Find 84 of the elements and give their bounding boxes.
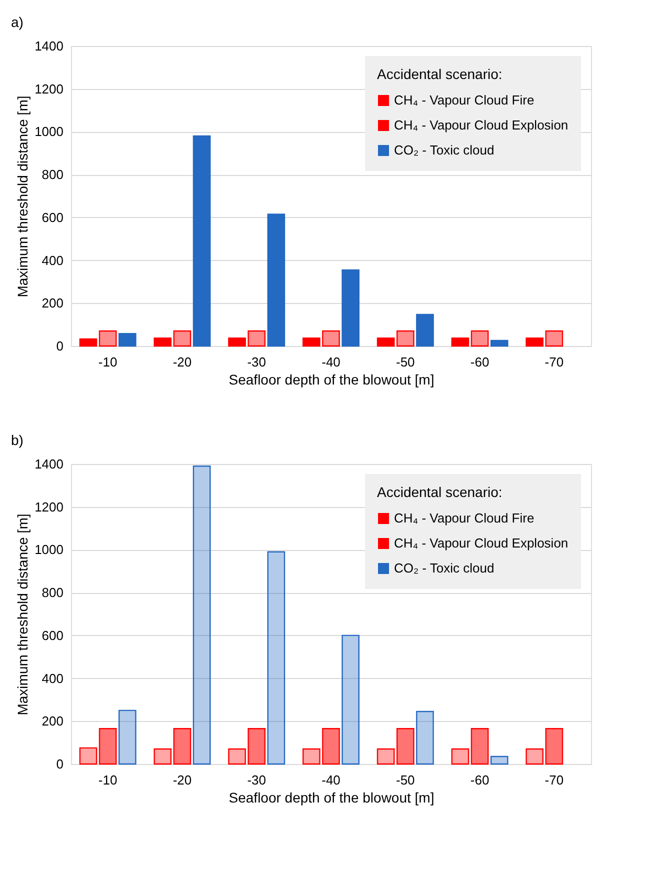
x-tick-label: -30 — [247, 772, 266, 788]
x-tick-label: -60 — [470, 354, 490, 370]
bar — [173, 330, 192, 347]
bar — [267, 551, 286, 765]
x-tick-label: -40 — [322, 772, 340, 788]
x-tick-label: -70 — [544, 772, 564, 788]
bar — [267, 214, 286, 347]
legend-label: CO₂ - Toxic cloud — [394, 142, 494, 158]
bar — [451, 748, 470, 765]
chart-title: b) — [11, 432, 24, 448]
bar — [342, 634, 360, 765]
chart-title: a) — [11, 14, 24, 30]
bar — [526, 748, 544, 765]
bar — [342, 269, 360, 347]
y-tick-label: 0 — [56, 756, 64, 772]
bar — [545, 330, 564, 347]
bar — [490, 340, 508, 347]
x-tick-label: -50 — [396, 354, 415, 370]
legend-title: Accidental scenario: — [377, 484, 502, 500]
x-tick-label: -30 — [247, 354, 266, 370]
bar — [376, 748, 395, 765]
x-axis-title: Seafloor depth of the blowout [m] — [228, 790, 434, 806]
legend-label: CO₂ - Toxic cloud — [394, 560, 494, 576]
bar — [248, 728, 266, 765]
legend-title: Accidental scenario: — [377, 66, 502, 82]
y-tick-label: 1200 — [34, 499, 64, 514]
bar — [396, 728, 414, 765]
bar — [322, 330, 340, 347]
bar — [192, 466, 211, 765]
legend-label: CH₄ - Vapour Cloud Explosion — [394, 536, 568, 550]
y-tick-label: 400 — [42, 252, 64, 268]
x-axis-title: Seafloor depth of the blowout [m] — [228, 372, 434, 388]
legend-label: CH₄ - Vapour Cloud Explosion — [394, 118, 568, 132]
bar — [451, 337, 470, 347]
bar — [526, 337, 544, 347]
bar — [98, 330, 117, 347]
bar — [154, 337, 172, 347]
bar — [228, 748, 246, 765]
x-tick-label: -40 — [322, 354, 340, 370]
x-tick-label: -20 — [172, 354, 192, 370]
y-tick-label: 800 — [42, 167, 64, 182]
legend-label: CH₄ - Vapour Cloud Fire — [394, 510, 534, 526]
y-tick-label: 600 — [42, 628, 64, 643]
bar — [302, 748, 320, 765]
bar — [98, 728, 117, 765]
y-tick-label: 1000 — [34, 542, 64, 558]
y-tick-label: 800 — [42, 585, 64, 600]
x-tick-label: -10 — [98, 354, 118, 370]
y-axis-title: Maximum threshold distance [m] — [14, 96, 31, 298]
bar — [545, 728, 564, 765]
y-tick-label: 1200 — [34, 81, 64, 96]
x-tick-label: -20 — [172, 772, 192, 788]
bar — [322, 728, 340, 765]
bar — [490, 756, 508, 765]
bar — [470, 330, 489, 347]
bar — [118, 332, 136, 347]
bar — [416, 710, 434, 765]
y-tick-label: 200 — [42, 714, 64, 729]
y-tick-label: 400 — [42, 670, 64, 686]
bar — [416, 314, 434, 347]
bar — [154, 748, 172, 765]
bar — [192, 135, 211, 347]
y-tick-label: 0 — [56, 338, 64, 354]
y-tick-label: 600 — [42, 210, 64, 225]
bar — [173, 728, 192, 765]
bar — [470, 728, 489, 765]
y-tick-label: 200 — [42, 296, 64, 311]
y-tick-label: 1400 — [34, 38, 64, 54]
y-tick-label: 1400 — [34, 456, 64, 472]
bar — [79, 338, 98, 347]
x-tick-label: -50 — [396, 772, 415, 788]
bar — [302, 337, 320, 347]
bar — [79, 747, 98, 765]
bar — [396, 330, 414, 347]
bar — [118, 710, 136, 765]
bar — [228, 337, 246, 347]
x-tick-label: -70 — [544, 354, 564, 370]
bar — [248, 330, 266, 347]
x-tick-label: -60 — [470, 772, 490, 788]
bar — [376, 337, 395, 347]
y-axis-title: Maximum threshold distance [m] — [14, 514, 31, 716]
x-tick-label: -10 — [98, 772, 118, 788]
legend-label: CH₄ - Vapour Cloud Fire — [394, 92, 534, 108]
y-tick-label: 1000 — [34, 124, 64, 140]
